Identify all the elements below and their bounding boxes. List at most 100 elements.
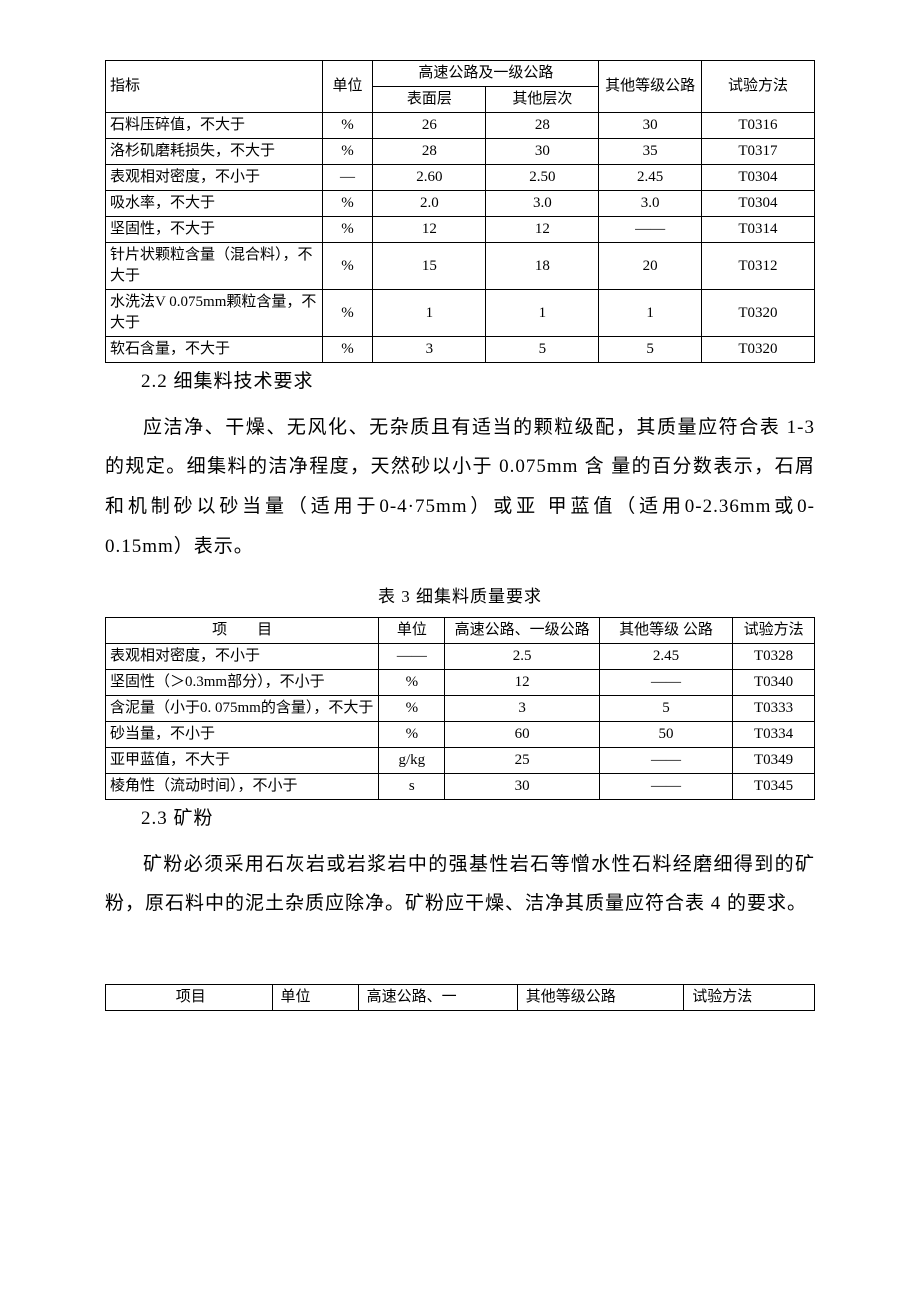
cell-method: T0333 <box>733 695 815 721</box>
header-item: 项 目 <box>106 617 379 643</box>
header-unit: 单位 <box>272 985 358 1011</box>
cell-value: 3.0 <box>486 191 599 217</box>
table-coarse-aggregate: 指标 单位 高速公路及一级公路 其他等级公路 试验方法 表面层 其他层次 石料压… <box>105 60 815 363</box>
table-row: 棱角性（流动时间），不小于 s 30 —— T0345 <box>106 773 815 799</box>
cell-method: T0328 <box>733 643 815 669</box>
section-22-heading: 2.2 细集料技术要求 <box>141 369 815 396</box>
table-row: 项目 单位 高速公路、一 其他等级公路 试验方法 <box>106 985 815 1011</box>
cell-value: 30 <box>599 113 702 139</box>
cell-value: 2.5 <box>445 643 599 669</box>
cell-value: 5 <box>599 695 733 721</box>
cell-item: 砂当量，不小于 <box>106 721 379 747</box>
table-row: 亚甲蓝值，不大于 g/kg 25 —— T0349 <box>106 747 815 773</box>
cell-value: 26 <box>373 113 486 139</box>
section-23-body: 矿粉必须采用石灰岩或岩浆岩中的强基性岩石等憎水性石料经磨细得到的矿粉，原石料中的… <box>105 845 815 925</box>
header-item: 项目 <box>106 985 273 1011</box>
header-method: 试验方法 <box>733 617 815 643</box>
table-row: 针片状颗粒含量（混合料），不大于 % 15 18 20 T0312 <box>106 243 815 290</box>
table-row: 项 目 单位 高速公路、一级公路 其他等级 公路 试验方法 <box>106 617 815 643</box>
header-highway: 高速公路、一级公路 <box>445 617 599 643</box>
cell-value: 5 <box>486 337 599 363</box>
cell-indicator: 石料压碎值，不大于 <box>106 113 323 139</box>
cell-value: 3 <box>373 337 486 363</box>
header-other-layer: 其他层次 <box>486 87 599 113</box>
cell-value: 2.45 <box>599 643 733 669</box>
cell-method: T0334 <box>733 721 815 747</box>
header-highway: 高速公路、一 <box>358 985 517 1011</box>
cell-value: 60 <box>445 721 599 747</box>
cell-unit: s <box>379 773 445 799</box>
table-row: 指标 单位 高速公路及一级公路 其他等级公路 试验方法 <box>106 61 815 87</box>
table-row: 坚固性，不大于 % 12 12 —— T0314 <box>106 217 815 243</box>
cell-method: T0349 <box>733 747 815 773</box>
cell-indicator: 坚固性，不大于 <box>106 217 323 243</box>
cell-unit: % <box>322 139 373 165</box>
cell-value: 2.45 <box>599 165 702 191</box>
cell-method: T0314 <box>701 217 814 243</box>
cell-item: 含泥量（小于0. 075mm的含量），不大于 <box>106 695 379 721</box>
cell-method: T0312 <box>701 243 814 290</box>
cell-value: 15 <box>373 243 486 290</box>
table-row: 含泥量（小于0. 075mm的含量），不大于 % 3 5 T0333 <box>106 695 815 721</box>
cell-value: —— <box>599 747 733 773</box>
table-row: 表观相对密度，不小于 —— 2.5 2.45 T0328 <box>106 643 815 669</box>
cell-value: 3 <box>445 695 599 721</box>
cell-method: T0304 <box>701 165 814 191</box>
table-row: 软石含量，不大于 % 3 5 5 T0320 <box>106 337 815 363</box>
table-3-caption: 表 3 细集料质量要求 <box>105 585 815 609</box>
cell-unit: % <box>322 290 373 337</box>
cell-value: 2.60 <box>373 165 486 191</box>
cell-unit: — <box>322 165 373 191</box>
header-method: 试验方法 <box>684 985 815 1011</box>
cell-unit: % <box>322 113 373 139</box>
cell-value: 28 <box>486 113 599 139</box>
header-surface: 表面层 <box>373 87 486 113</box>
cell-method: T0316 <box>701 113 814 139</box>
cell-unit: —— <box>379 643 445 669</box>
table-row: 石料压碎值，不大于 % 26 28 30 T0316 <box>106 113 815 139</box>
section-22-body: 应洁净、干燥、无风化、无杂质且有适当的颗粒级配，其质量应符合表 1-3 的规定。… <box>105 408 815 568</box>
header-highway-group: 高速公路及一级公路 <box>373 61 599 87</box>
cell-value: 12 <box>373 217 486 243</box>
cell-value: 12 <box>486 217 599 243</box>
header-other-grade: 其他等级公路 <box>599 61 702 113</box>
cell-unit: % <box>322 337 373 363</box>
table-row: 砂当量，不小于 % 60 50 T0334 <box>106 721 815 747</box>
cell-value: 28 <box>373 139 486 165</box>
table-fine-aggregate: 项 目 单位 高速公路、一级公路 其他等级 公路 试验方法 表观相对密度，不小于… <box>105 617 815 800</box>
section-23-heading: 2.3 矿粉 <box>141 806 815 833</box>
table-row: 水洗法V 0.075mm颗粒含量，不大于 % 1 1 1 T0320 <box>106 290 815 337</box>
cell-indicator: 针片状颗粒含量（混合料），不大于 <box>106 243 323 290</box>
cell-indicator: 洛杉矶磨耗损失，不大于 <box>106 139 323 165</box>
cell-unit: % <box>379 669 445 695</box>
cell-value: 1 <box>599 290 702 337</box>
header-unit: 单位 <box>322 61 373 113</box>
cell-value: 30 <box>486 139 599 165</box>
cell-value: —— <box>599 773 733 799</box>
cell-unit: % <box>322 191 373 217</box>
header-indicator: 指标 <box>106 61 323 113</box>
cell-item: 坚固性（＞0.3mm部分），不小于 <box>106 669 379 695</box>
table-row: 坚固性（＞0.3mm部分），不小于 % 12 —— T0340 <box>106 669 815 695</box>
cell-value: —— <box>599 217 702 243</box>
cell-method: T0304 <box>701 191 814 217</box>
cell-item: 亚甲蓝值，不大于 <box>106 747 379 773</box>
cell-unit: % <box>379 721 445 747</box>
cell-item: 棱角性（流动时间），不小于 <box>106 773 379 799</box>
table-row: 洛杉矶磨耗损失，不大于 % 28 30 35 T0317 <box>106 139 815 165</box>
cell-value: 2.0 <box>373 191 486 217</box>
cell-value: 20 <box>599 243 702 290</box>
cell-value: 3.0 <box>599 191 702 217</box>
cell-value: 1 <box>486 290 599 337</box>
table-mineral-powder: 项目 单位 高速公路、一 其他等级公路 试验方法 <box>105 984 815 1011</box>
cell-indicator: 表观相对密度，不小于 <box>106 165 323 191</box>
cell-method: T0345 <box>733 773 815 799</box>
header-unit: 单位 <box>379 617 445 643</box>
cell-indicator: 软石含量，不大于 <box>106 337 323 363</box>
cell-unit: g/kg <box>379 747 445 773</box>
table-row: 表观相对密度，不小于 — 2.60 2.50 2.45 T0304 <box>106 165 815 191</box>
cell-unit: % <box>322 243 373 290</box>
cell-unit: % <box>322 217 373 243</box>
cell-indicator: 吸水率，不大于 <box>106 191 323 217</box>
cell-value: 50 <box>599 721 733 747</box>
